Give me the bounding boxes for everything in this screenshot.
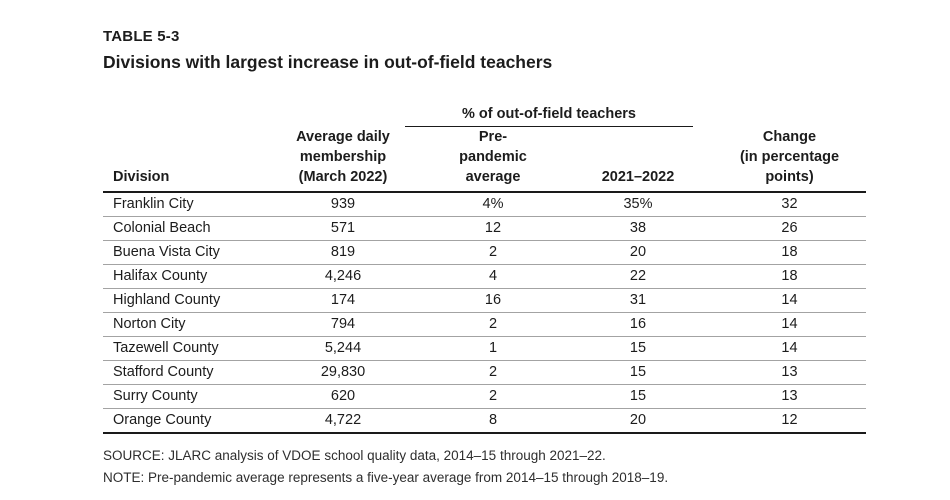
table-row: Stafford County 29,830 2 15 13	[103, 360, 866, 385]
cell-membership: 174	[263, 288, 423, 313]
cell-2021-2022: 35%	[563, 192, 713, 217]
table-row: Halifax County 4,246 4 22 18	[103, 264, 866, 289]
cell-division: Surry County	[103, 384, 263, 409]
cell-2021-2022: 20	[563, 240, 713, 265]
cell-change: 12	[713, 408, 866, 434]
cell-prepandemic: 1	[423, 336, 563, 361]
cell-2021-2022: 15	[563, 336, 713, 361]
table-row: Surry County 620 2 15 13	[103, 384, 866, 409]
table-row: Highland County 174 16 31 14	[103, 288, 866, 313]
cell-prepandemic: 2	[423, 360, 563, 385]
cell-change: 14	[713, 336, 866, 361]
col-header-membership: Average daily membership (March 2022)	[263, 127, 423, 193]
span-header-spacer-right	[713, 105, 866, 127]
cell-division: Orange County	[103, 408, 263, 434]
cell-division: Colonial Beach	[103, 216, 263, 241]
col-header-change: Change (in percentage points)	[713, 127, 866, 193]
col-header-2021-2022: 2021–2022	[563, 127, 713, 193]
table-row: Orange County 4,722 8 20 12	[103, 408, 866, 434]
cell-membership: 571	[263, 216, 423, 241]
cell-membership: 939	[263, 192, 423, 217]
cell-change: 13	[713, 360, 866, 385]
cell-prepandemic: 4	[423, 264, 563, 289]
cell-2021-2022: 20	[563, 408, 713, 434]
cell-prepandemic: 2	[423, 384, 563, 409]
table-footnotes: SOURCE: JLARC analysis of VDOE school qu…	[103, 445, 873, 489]
cell-2021-2022: 22	[563, 264, 713, 289]
table-row: Tazewell County 5,244 1 15 14	[103, 336, 866, 361]
cell-prepandemic: 12	[423, 216, 563, 241]
cell-division: Highland County	[103, 288, 263, 313]
table-figure: TABLE 5-3 Divisions with largest increas…	[103, 28, 873, 489]
cell-change: 18	[713, 240, 866, 265]
span-header-label: % of out-of-field teachers	[405, 105, 693, 127]
cell-division: Tazewell County	[103, 336, 263, 361]
table-row: Norton City 794 2 16 14	[103, 312, 866, 337]
cell-membership: 5,244	[263, 336, 423, 361]
cell-2021-2022: 15	[563, 360, 713, 385]
cell-division: Buena Vista City	[103, 240, 263, 265]
cell-membership: 819	[263, 240, 423, 265]
table-title: Divisions with largest increase in out-o…	[103, 52, 553, 72]
cell-prepandemic: 8	[423, 408, 563, 434]
cell-change: 14	[713, 288, 866, 313]
table-row: Colonial Beach 571 12 38 26	[103, 216, 866, 241]
cell-division: Halifax County	[103, 264, 263, 289]
cell-2021-2022: 16	[563, 312, 713, 337]
column-header-row: Division Average daily membership (March…	[103, 127, 866, 193]
cell-2021-2022: 15	[563, 384, 713, 409]
cell-membership: 29,830	[263, 360, 423, 385]
table-row: Franklin City 939 4% 35% 32	[103, 192, 866, 217]
cell-change: 26	[713, 216, 866, 241]
span-header-row: % of out-of-field teachers	[103, 105, 866, 127]
cell-prepandemic: 2	[423, 240, 563, 265]
cell-change: 18	[713, 264, 866, 289]
span-header-cell: % of out-of-field teachers	[405, 105, 713, 127]
cell-change: 32	[713, 192, 866, 217]
cell-division: Franklin City	[103, 192, 263, 217]
table-number: TABLE 5-3	[103, 28, 180, 45]
cell-2021-2022: 38	[563, 216, 713, 241]
cell-prepandemic: 2	[423, 312, 563, 337]
cell-membership: 4,722	[263, 408, 423, 434]
cell-membership: 794	[263, 312, 423, 337]
method-note: NOTE: Pre-pandemic average represents a …	[103, 470, 669, 485]
table-row: Buena Vista City 819 2 20 18	[103, 240, 866, 265]
cell-change: 13	[713, 384, 866, 409]
data-table: % of out-of-field teachers Division Aver…	[103, 105, 866, 434]
cell-2021-2022: 31	[563, 288, 713, 313]
col-header-prepandemic: Pre- pandemic average	[423, 127, 563, 193]
span-header-spacer	[103, 105, 423, 127]
cell-prepandemic: 4%	[423, 192, 563, 217]
cell-prepandemic: 16	[423, 288, 563, 313]
source-note: SOURCE: JLARC analysis of VDOE school qu…	[103, 448, 606, 463]
cell-change: 14	[713, 312, 866, 337]
cell-membership: 4,246	[263, 264, 423, 289]
cell-membership: 620	[263, 384, 423, 409]
cell-division: Norton City	[103, 312, 263, 337]
cell-division: Stafford County	[103, 360, 263, 385]
col-header-division: Division	[103, 127, 263, 193]
